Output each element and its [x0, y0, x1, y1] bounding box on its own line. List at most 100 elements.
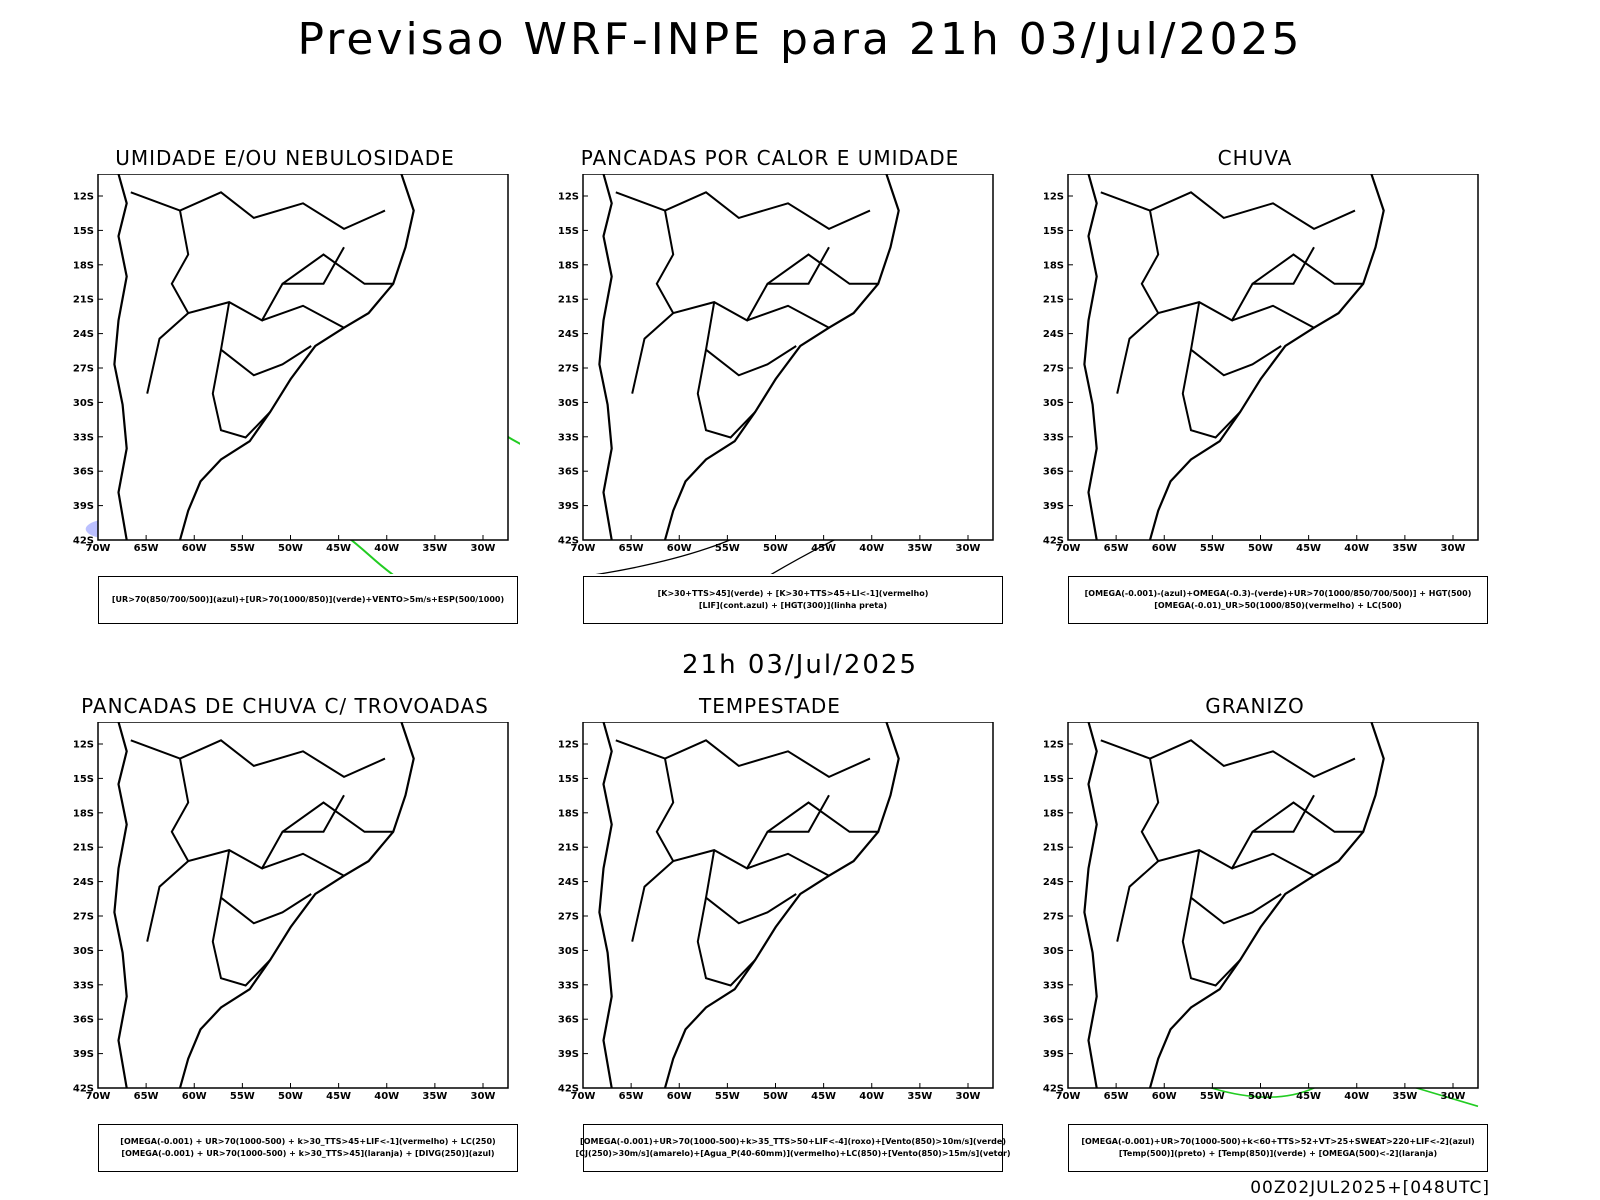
lon-tick-label: 35W	[907, 543, 932, 554]
east-coastline	[178, 174, 415, 541]
lat-tick-label: 15S	[558, 774, 579, 785]
lon-tick-label: 60W	[1152, 543, 1177, 554]
country-border	[219, 301, 312, 377]
country-border	[1189, 849, 1282, 925]
lon-tick-label: 45W	[1296, 543, 1321, 554]
lat-tick-label: 36S	[1043, 1015, 1064, 1026]
west-coastline	[1083, 722, 1098, 1089]
country-border	[1100, 739, 1356, 779]
lon-tick-label: 40W	[374, 1091, 399, 1102]
lat-tick-label: 15S	[1043, 226, 1064, 237]
country-border	[1189, 301, 1282, 377]
country-border	[746, 304, 830, 329]
lon-tick-label: 45W	[811, 543, 836, 554]
lat-tick-label: 33S	[558, 980, 579, 991]
panel-title: TEMPESTADE	[699, 694, 841, 718]
lat-tick-label: 12S	[73, 740, 94, 751]
legend-line: [OMEGA(-0.001)+UR>70(1000-500)+k>35_TTS>…	[580, 1137, 1006, 1146]
lat-tick-label: 12S	[73, 192, 94, 203]
east-coastline	[1148, 722, 1385, 1089]
lat-tick-label: 24S	[558, 877, 579, 888]
lon-tick-label: 70W	[571, 543, 596, 554]
lon-tick-label: 55W	[230, 543, 255, 554]
country-border	[696, 349, 756, 439]
west-coastline	[113, 722, 128, 1089]
lat-tick-label: 12S	[558, 192, 579, 203]
lat-tick-label: 30S	[73, 398, 94, 409]
country-border	[631, 860, 674, 942]
country-border	[281, 801, 394, 833]
country-border	[704, 301, 797, 377]
lat-tick-label: 33S	[1043, 980, 1064, 991]
map-frame	[1067, 722, 1479, 1089]
lat-tick-label: 27S	[73, 912, 94, 923]
panel-title: PANCADAS DE CHUVA C/ TROVOADAS	[81, 694, 489, 718]
lat-tick-label: 42S	[1043, 1084, 1064, 1095]
country-border	[219, 849, 312, 925]
map-base	[98, 174, 508, 541]
lat-tick-label: 21S	[558, 295, 579, 306]
lat-tick-label: 27S	[1043, 912, 1064, 923]
lon-tick-label: 60W	[182, 543, 207, 554]
lon-tick-label: 65W	[619, 543, 644, 554]
lat-tick-label: 24S	[73, 329, 94, 340]
lat-tick-label: 33S	[73, 980, 94, 991]
lat-tick-label: 39S	[558, 1049, 579, 1060]
lon-tick-label: 55W	[230, 1091, 255, 1102]
lat-tick-label: 21S	[1043, 295, 1064, 306]
lon-tick-label: 70W	[86, 543, 111, 554]
country-border	[281, 253, 394, 285]
lat-tick-label: 12S	[558, 740, 579, 751]
lon-tick-label: 40W	[859, 1091, 884, 1102]
legend-tempestade: [OMEGA(-0.001)+UR>70(1000-500)+k>35_TTS>…	[575, 1124, 1011, 1172]
lon-tick-label: 50W	[1248, 1091, 1273, 1102]
lat-tick-label: 27S	[73, 364, 94, 375]
lon-tick-label: 70W	[86, 1091, 111, 1102]
legend-line: [OMEGA(-0.001) + UR>70(1000-500) + k>30_…	[120, 1137, 496, 1146]
lat-tick-label: 21S	[73, 295, 94, 306]
country-border	[1251, 801, 1364, 833]
lat-tick-label: 36S	[558, 467, 579, 478]
east-coastline	[1148, 174, 1385, 541]
country-border	[1181, 897, 1241, 987]
legend-line: [OMEGA(-0.001) + UR>70(1000-500) + k>30_…	[121, 1149, 495, 1158]
east-coastline	[663, 174, 900, 541]
map-frame	[1067, 174, 1479, 541]
lat-tick-label: 24S	[558, 329, 579, 340]
lat-tick-label: 24S	[73, 877, 94, 888]
lat-tick-label: 18S	[558, 808, 579, 819]
legend-line: [K>30+TTS>45](verde) + [K>30+TTS>45+LI<-…	[657, 589, 929, 598]
lon-tick-label: 55W	[715, 1091, 740, 1102]
lat-tick-label: 30S	[73, 946, 94, 957]
lat-tick-label: 39S	[1043, 501, 1064, 512]
country-border	[655, 758, 830, 870]
lon-tick-label: 35W	[422, 543, 447, 554]
lon-tick-label: 30W	[956, 1091, 981, 1102]
main-title: Previsao WRF-INPE para 21h 03/Jul/2025	[297, 14, 1303, 65]
map-granizo: -9-12-15-18-21-2412S15S18S21S24S27S30S33…	[1043, 722, 1479, 1108]
lat-tick-label: 30S	[1043, 946, 1064, 957]
lon-tick-label: 65W	[1104, 1091, 1129, 1102]
lat-tick-label: 36S	[73, 467, 94, 478]
legend-line: [OMEGA(-0.01)_UR>50(1000/850)(vermelho) …	[1154, 601, 1402, 610]
country-border	[696, 897, 756, 987]
country-border	[1181, 349, 1241, 439]
map-base	[583, 722, 993, 1089]
lat-tick-label: 36S	[1043, 467, 1064, 478]
lon-tick-label: 50W	[763, 543, 788, 554]
lon-tick-label: 40W	[1344, 1091, 1369, 1102]
map-pancadas-calor: 95209440936092809200960012S15S18S21S24S2…	[558, 174, 994, 574]
country-border	[1140, 758, 1315, 870]
lat-tick-label: 42S	[73, 1084, 94, 1095]
country-border	[746, 852, 830, 877]
lon-tick-label: 55W	[1200, 543, 1225, 554]
country-border	[146, 312, 189, 394]
lon-tick-label: 30W	[1441, 543, 1466, 554]
legend-line: [Temp(500)](preto) + [Temp(850)](verde) …	[1118, 1149, 1438, 1158]
lat-tick-label: 39S	[73, 501, 94, 512]
country-border	[766, 801, 879, 833]
legend-umidade: [UR>70(850/700/500)](azul)+[UR>70(1000/8…	[98, 576, 518, 624]
